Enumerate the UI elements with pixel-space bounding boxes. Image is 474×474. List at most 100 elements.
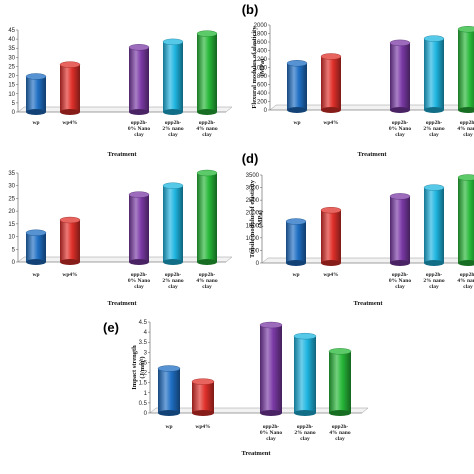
bar-base [287,107,307,113]
bar-2 [320,53,342,113]
x-tick-label-line: opp2h- [460,120,474,126]
bar-base [321,107,341,113]
x-tick-label-line: 4% nano [196,126,217,132]
y-tick-label: 1200 [254,57,268,63]
bar-base [424,107,444,113]
x-tick-label-line: wp [32,272,39,278]
bar-body [192,381,214,413]
bar-body [26,232,46,262]
bar-1 [286,60,308,113]
bar-3 [259,321,283,416]
bar-body [424,187,444,263]
bar-1 [285,218,307,266]
bar-base [129,259,149,265]
y-tick-label: 0 [12,260,16,266]
x-tick-label: wp4% [323,120,338,126]
x-tick-label-line: wp [292,272,299,278]
x-axis-title: Treatment [354,300,384,307]
bar-top [59,61,81,68]
bar-top [191,378,215,385]
y-tick-label: 500 [249,248,260,254]
x-tick-label-line: opp2h- [165,272,182,278]
y-tick-label: 1600 [254,40,268,46]
bar-top [196,169,218,177]
x-axis-title: Treatment [108,151,138,158]
x-tick-label-line: 2% nano [423,126,444,132]
bar-base [197,259,217,265]
bar-body [424,38,444,110]
bar-top [157,365,181,372]
x-tick-label-line: 2% nano [162,278,183,284]
bar-body [26,76,46,112]
x-tick-label-line: opp2h- [392,272,409,278]
y-tick-label: 4 [144,330,148,336]
bar-body [458,177,474,263]
y-tick-label: 20 [8,74,15,80]
y-tick-label: 20 [8,209,15,215]
y-tick-label: 0 [256,261,260,267]
bar-4 [293,332,317,416]
bar-body [390,196,410,263]
bar-top [285,218,307,225]
bar-top [25,229,47,236]
y-tick-label: 1.5 [139,381,148,387]
bar-top [162,182,184,189]
y-axis-title: Impact strength(J/mm²) [131,345,146,390]
bar-top [320,206,342,214]
x-tick-label: wp [293,120,300,126]
x-tick-label-line: opp2h- [199,272,216,278]
x-tick-label-line: wp4% [62,120,77,126]
bar-base [192,410,214,416]
x-tick-label: opp2h-0% Nano clay [389,272,411,290]
bar-4 [162,38,184,115]
x-tick-label: opp2h-2% nano clay [423,272,444,290]
y-tick-label: 10 [8,92,15,98]
y-axis-title-line: Tensile modulus of elasticity [249,179,256,258]
bar-1 [25,73,47,115]
bar-top [293,332,317,340]
x-tick-label-line: opp2h- [392,120,409,126]
y-tick-label: 0 [144,411,148,417]
bar-4 [423,184,445,266]
x-tick-label-line: opp2h- [426,272,443,278]
bar-base [129,109,149,115]
bar-5 [196,30,218,115]
chart-panel-2: 0 200 400 600 800 1000 1200 1400 1600 1800 2000 wp w… [242,2,474,158]
bar-5 [328,348,352,416]
x-tick-label-line: opp2h- [165,120,182,126]
x-tick-label-line: opp2h- [426,120,443,126]
y-axis-title-line: (MPa) [257,210,264,228]
bar-base [26,259,46,265]
bar-base [163,259,183,265]
x-tick-label-line: clay [463,132,473,138]
y-axis-title: Flexural modulus of elasticity(MPa) [251,26,266,109]
x-tick-label-line: 2% nano [423,278,444,284]
y-tick-label: 2000 [246,211,260,217]
x-tick-label-line: wp [165,424,172,430]
y-axis-title-line: (J/mm²) [139,356,146,378]
bar-top [389,39,411,47]
y-tick-label: 3000 [246,186,260,192]
x-tick-label: wp [165,424,172,430]
bar-base [390,107,410,113]
x-tick-label: wp [32,120,39,126]
y-tick-label: 5 [12,247,16,253]
x-tick-label-line: clay [463,284,473,290]
x-tick-label-line: 2% nano [162,126,183,132]
bar-2 [59,61,81,115]
bar-body [286,221,306,263]
y-tick-label: 1 [144,391,148,397]
bar-base [260,410,282,416]
bar-4 [162,182,184,265]
panel-label: (d) [242,151,259,166]
x-tick-label: wp4% [62,120,77,126]
x-tick-label-line: 0% Nano [128,278,150,284]
x-tick-label-line: clay [395,132,405,138]
bar-body [321,210,341,263]
y-tick-label: 15 [8,83,15,89]
y-tick-label: 0.5 [139,401,148,407]
bar-top [162,38,184,46]
y-tick-label: 40 [8,37,15,43]
